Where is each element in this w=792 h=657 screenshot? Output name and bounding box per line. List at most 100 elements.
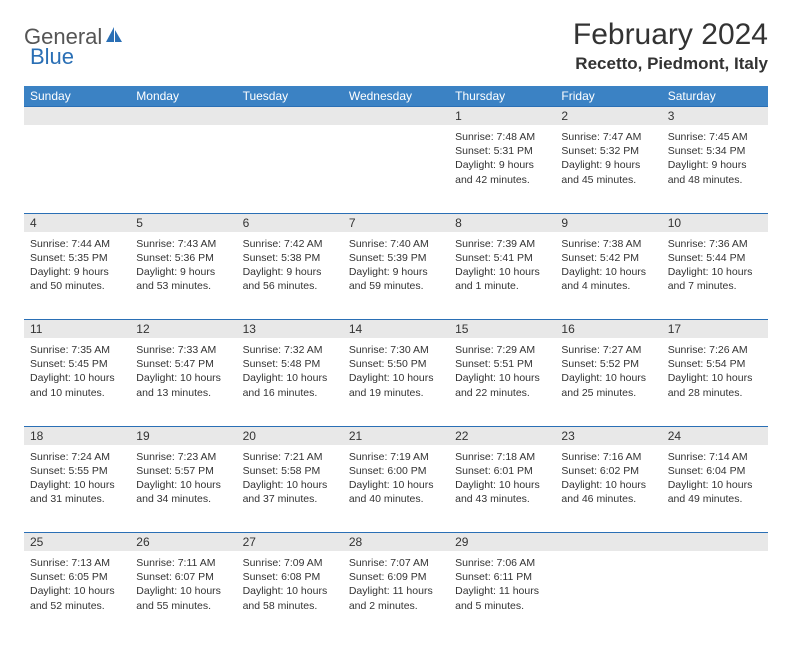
info-ss: Sunset: 5:58 PM bbox=[243, 464, 337, 478]
day-info: Sunrise: 7:44 AMSunset: 5:35 PMDaylight:… bbox=[28, 235, 126, 294]
info-sr: Sunrise: 7:33 AM bbox=[136, 343, 230, 357]
info-ss: Sunset: 5:51 PM bbox=[455, 357, 549, 371]
day-cell: Sunrise: 7:39 AMSunset: 5:41 PMDaylight:… bbox=[449, 232, 555, 320]
info-ss: Sunset: 5:35 PM bbox=[30, 251, 124, 265]
day-info: Sunrise: 7:27 AMSunset: 5:52 PMDaylight:… bbox=[559, 341, 657, 400]
info-ss: Sunset: 5:36 PM bbox=[136, 251, 230, 265]
day-info: Sunrise: 7:40 AMSunset: 5:39 PMDaylight:… bbox=[347, 235, 445, 294]
day-info: Sunrise: 7:42 AMSunset: 5:38 PMDaylight:… bbox=[241, 235, 339, 294]
day-number: 15 bbox=[449, 320, 555, 339]
day-cell: Sunrise: 7:48 AMSunset: 5:31 PMDaylight:… bbox=[449, 125, 555, 213]
info-d2: and 25 minutes. bbox=[561, 386, 655, 400]
day-cell: Sunrise: 7:43 AMSunset: 5:36 PMDaylight:… bbox=[130, 232, 236, 320]
info-sr: Sunrise: 7:40 AM bbox=[349, 237, 443, 251]
info-d2: and 40 minutes. bbox=[349, 492, 443, 506]
day-number: 14 bbox=[343, 320, 449, 339]
day-cell bbox=[237, 125, 343, 213]
info-d2: and 7 minutes. bbox=[668, 279, 762, 293]
info-row: Sunrise: 7:48 AMSunset: 5:31 PMDaylight:… bbox=[24, 125, 768, 213]
info-d2: and 31 minutes. bbox=[30, 492, 124, 506]
info-ss: Sunset: 6:05 PM bbox=[30, 570, 124, 584]
info-d2: and 59 minutes. bbox=[349, 279, 443, 293]
info-d1: Daylight: 9 hours bbox=[136, 265, 230, 279]
day-info: Sunrise: 7:16 AMSunset: 6:02 PMDaylight:… bbox=[559, 448, 657, 507]
info-d2: and 43 minutes. bbox=[455, 492, 549, 506]
info-d1: Daylight: 10 hours bbox=[136, 584, 230, 598]
title-block: February 2024 Recetto, Piedmont, Italy bbox=[573, 18, 768, 74]
info-sr: Sunrise: 7:48 AM bbox=[455, 130, 549, 144]
info-ss: Sunset: 6:02 PM bbox=[561, 464, 655, 478]
info-sr: Sunrise: 7:27 AM bbox=[561, 343, 655, 357]
day-cell: Sunrise: 7:26 AMSunset: 5:54 PMDaylight:… bbox=[662, 338, 768, 426]
info-sr: Sunrise: 7:44 AM bbox=[30, 237, 124, 251]
day-info: Sunrise: 7:23 AMSunset: 5:57 PMDaylight:… bbox=[134, 448, 232, 507]
day-number: 3 bbox=[662, 107, 768, 126]
day-cell: Sunrise: 7:23 AMSunset: 5:57 PMDaylight:… bbox=[130, 445, 236, 533]
day-number: 24 bbox=[662, 426, 768, 445]
info-sr: Sunrise: 7:09 AM bbox=[243, 556, 337, 570]
info-ss: Sunset: 6:09 PM bbox=[349, 570, 443, 584]
info-sr: Sunrise: 7:21 AM bbox=[243, 450, 337, 464]
info-d1: Daylight: 10 hours bbox=[30, 371, 124, 385]
info-ss: Sunset: 6:04 PM bbox=[668, 464, 762, 478]
info-d2: and 58 minutes. bbox=[243, 599, 337, 613]
day-cell: Sunrise: 7:33 AMSunset: 5:47 PMDaylight:… bbox=[130, 338, 236, 426]
info-ss: Sunset: 5:39 PM bbox=[349, 251, 443, 265]
info-d1: Daylight: 10 hours bbox=[561, 371, 655, 385]
day-cell: Sunrise: 7:30 AMSunset: 5:50 PMDaylight:… bbox=[343, 338, 449, 426]
daynum-row: 11121314151617 bbox=[24, 320, 768, 339]
info-row: Sunrise: 7:13 AMSunset: 6:05 PMDaylight:… bbox=[24, 551, 768, 639]
day-number: 16 bbox=[555, 320, 661, 339]
info-d1: Daylight: 10 hours bbox=[243, 478, 337, 492]
info-d2: and 2 minutes. bbox=[349, 599, 443, 613]
info-sr: Sunrise: 7:07 AM bbox=[349, 556, 443, 570]
info-d2: and 28 minutes. bbox=[668, 386, 762, 400]
info-d1: Daylight: 10 hours bbox=[30, 478, 124, 492]
day-info: Sunrise: 7:47 AMSunset: 5:32 PMDaylight:… bbox=[559, 128, 657, 187]
day-cell: Sunrise: 7:14 AMSunset: 6:04 PMDaylight:… bbox=[662, 445, 768, 533]
info-d2: and 50 minutes. bbox=[30, 279, 124, 293]
info-sr: Sunrise: 7:42 AM bbox=[243, 237, 337, 251]
info-ss: Sunset: 5:42 PM bbox=[561, 251, 655, 265]
day-cell: Sunrise: 7:21 AMSunset: 5:58 PMDaylight:… bbox=[237, 445, 343, 533]
info-d2: and 42 minutes. bbox=[455, 173, 549, 187]
day-cell: Sunrise: 7:47 AMSunset: 5:32 PMDaylight:… bbox=[555, 125, 661, 213]
info-d2: and 37 minutes. bbox=[243, 492, 337, 506]
info-d1: Daylight: 10 hours bbox=[30, 584, 124, 598]
info-sr: Sunrise: 7:43 AM bbox=[136, 237, 230, 251]
day-number: 20 bbox=[237, 426, 343, 445]
info-sr: Sunrise: 7:36 AM bbox=[668, 237, 762, 251]
day-info: Sunrise: 7:14 AMSunset: 6:04 PMDaylight:… bbox=[666, 448, 764, 507]
day-cell: Sunrise: 7:40 AMSunset: 5:39 PMDaylight:… bbox=[343, 232, 449, 320]
day-number: 29 bbox=[449, 533, 555, 552]
day-number bbox=[662, 533, 768, 552]
day-number bbox=[24, 107, 130, 126]
day-cell: Sunrise: 7:06 AMSunset: 6:11 PMDaylight:… bbox=[449, 551, 555, 639]
day-info: Sunrise: 7:26 AMSunset: 5:54 PMDaylight:… bbox=[666, 341, 764, 400]
info-d2: and 45 minutes. bbox=[561, 173, 655, 187]
day-info: Sunrise: 7:18 AMSunset: 6:01 PMDaylight:… bbox=[453, 448, 551, 507]
info-d1: Daylight: 10 hours bbox=[349, 371, 443, 385]
day-cell: Sunrise: 7:36 AMSunset: 5:44 PMDaylight:… bbox=[662, 232, 768, 320]
info-d1: Daylight: 10 hours bbox=[455, 371, 549, 385]
weekday-header: Sunday bbox=[24, 86, 130, 107]
info-ss: Sunset: 6:07 PM bbox=[136, 570, 230, 584]
info-d1: Daylight: 9 hours bbox=[561, 158, 655, 172]
info-ss: Sunset: 6:11 PM bbox=[455, 570, 549, 584]
day-number: 9 bbox=[555, 213, 661, 232]
day-info: Sunrise: 7:09 AMSunset: 6:08 PMDaylight:… bbox=[241, 554, 339, 613]
day-number: 6 bbox=[237, 213, 343, 232]
day-info: Sunrise: 7:36 AMSunset: 5:44 PMDaylight:… bbox=[666, 235, 764, 294]
info-ss: Sunset: 6:01 PM bbox=[455, 464, 549, 478]
info-ss: Sunset: 6:00 PM bbox=[349, 464, 443, 478]
info-d2: and 53 minutes. bbox=[136, 279, 230, 293]
day-info: Sunrise: 7:45 AMSunset: 5:34 PMDaylight:… bbox=[666, 128, 764, 187]
day-number: 21 bbox=[343, 426, 449, 445]
day-number: 17 bbox=[662, 320, 768, 339]
info-d1: Daylight: 10 hours bbox=[136, 371, 230, 385]
day-info: Sunrise: 7:30 AMSunset: 5:50 PMDaylight:… bbox=[347, 341, 445, 400]
info-d1: Daylight: 10 hours bbox=[349, 478, 443, 492]
day-cell: Sunrise: 7:29 AMSunset: 5:51 PMDaylight:… bbox=[449, 338, 555, 426]
info-d2: and 49 minutes. bbox=[668, 492, 762, 506]
info-d1: Daylight: 10 hours bbox=[243, 371, 337, 385]
